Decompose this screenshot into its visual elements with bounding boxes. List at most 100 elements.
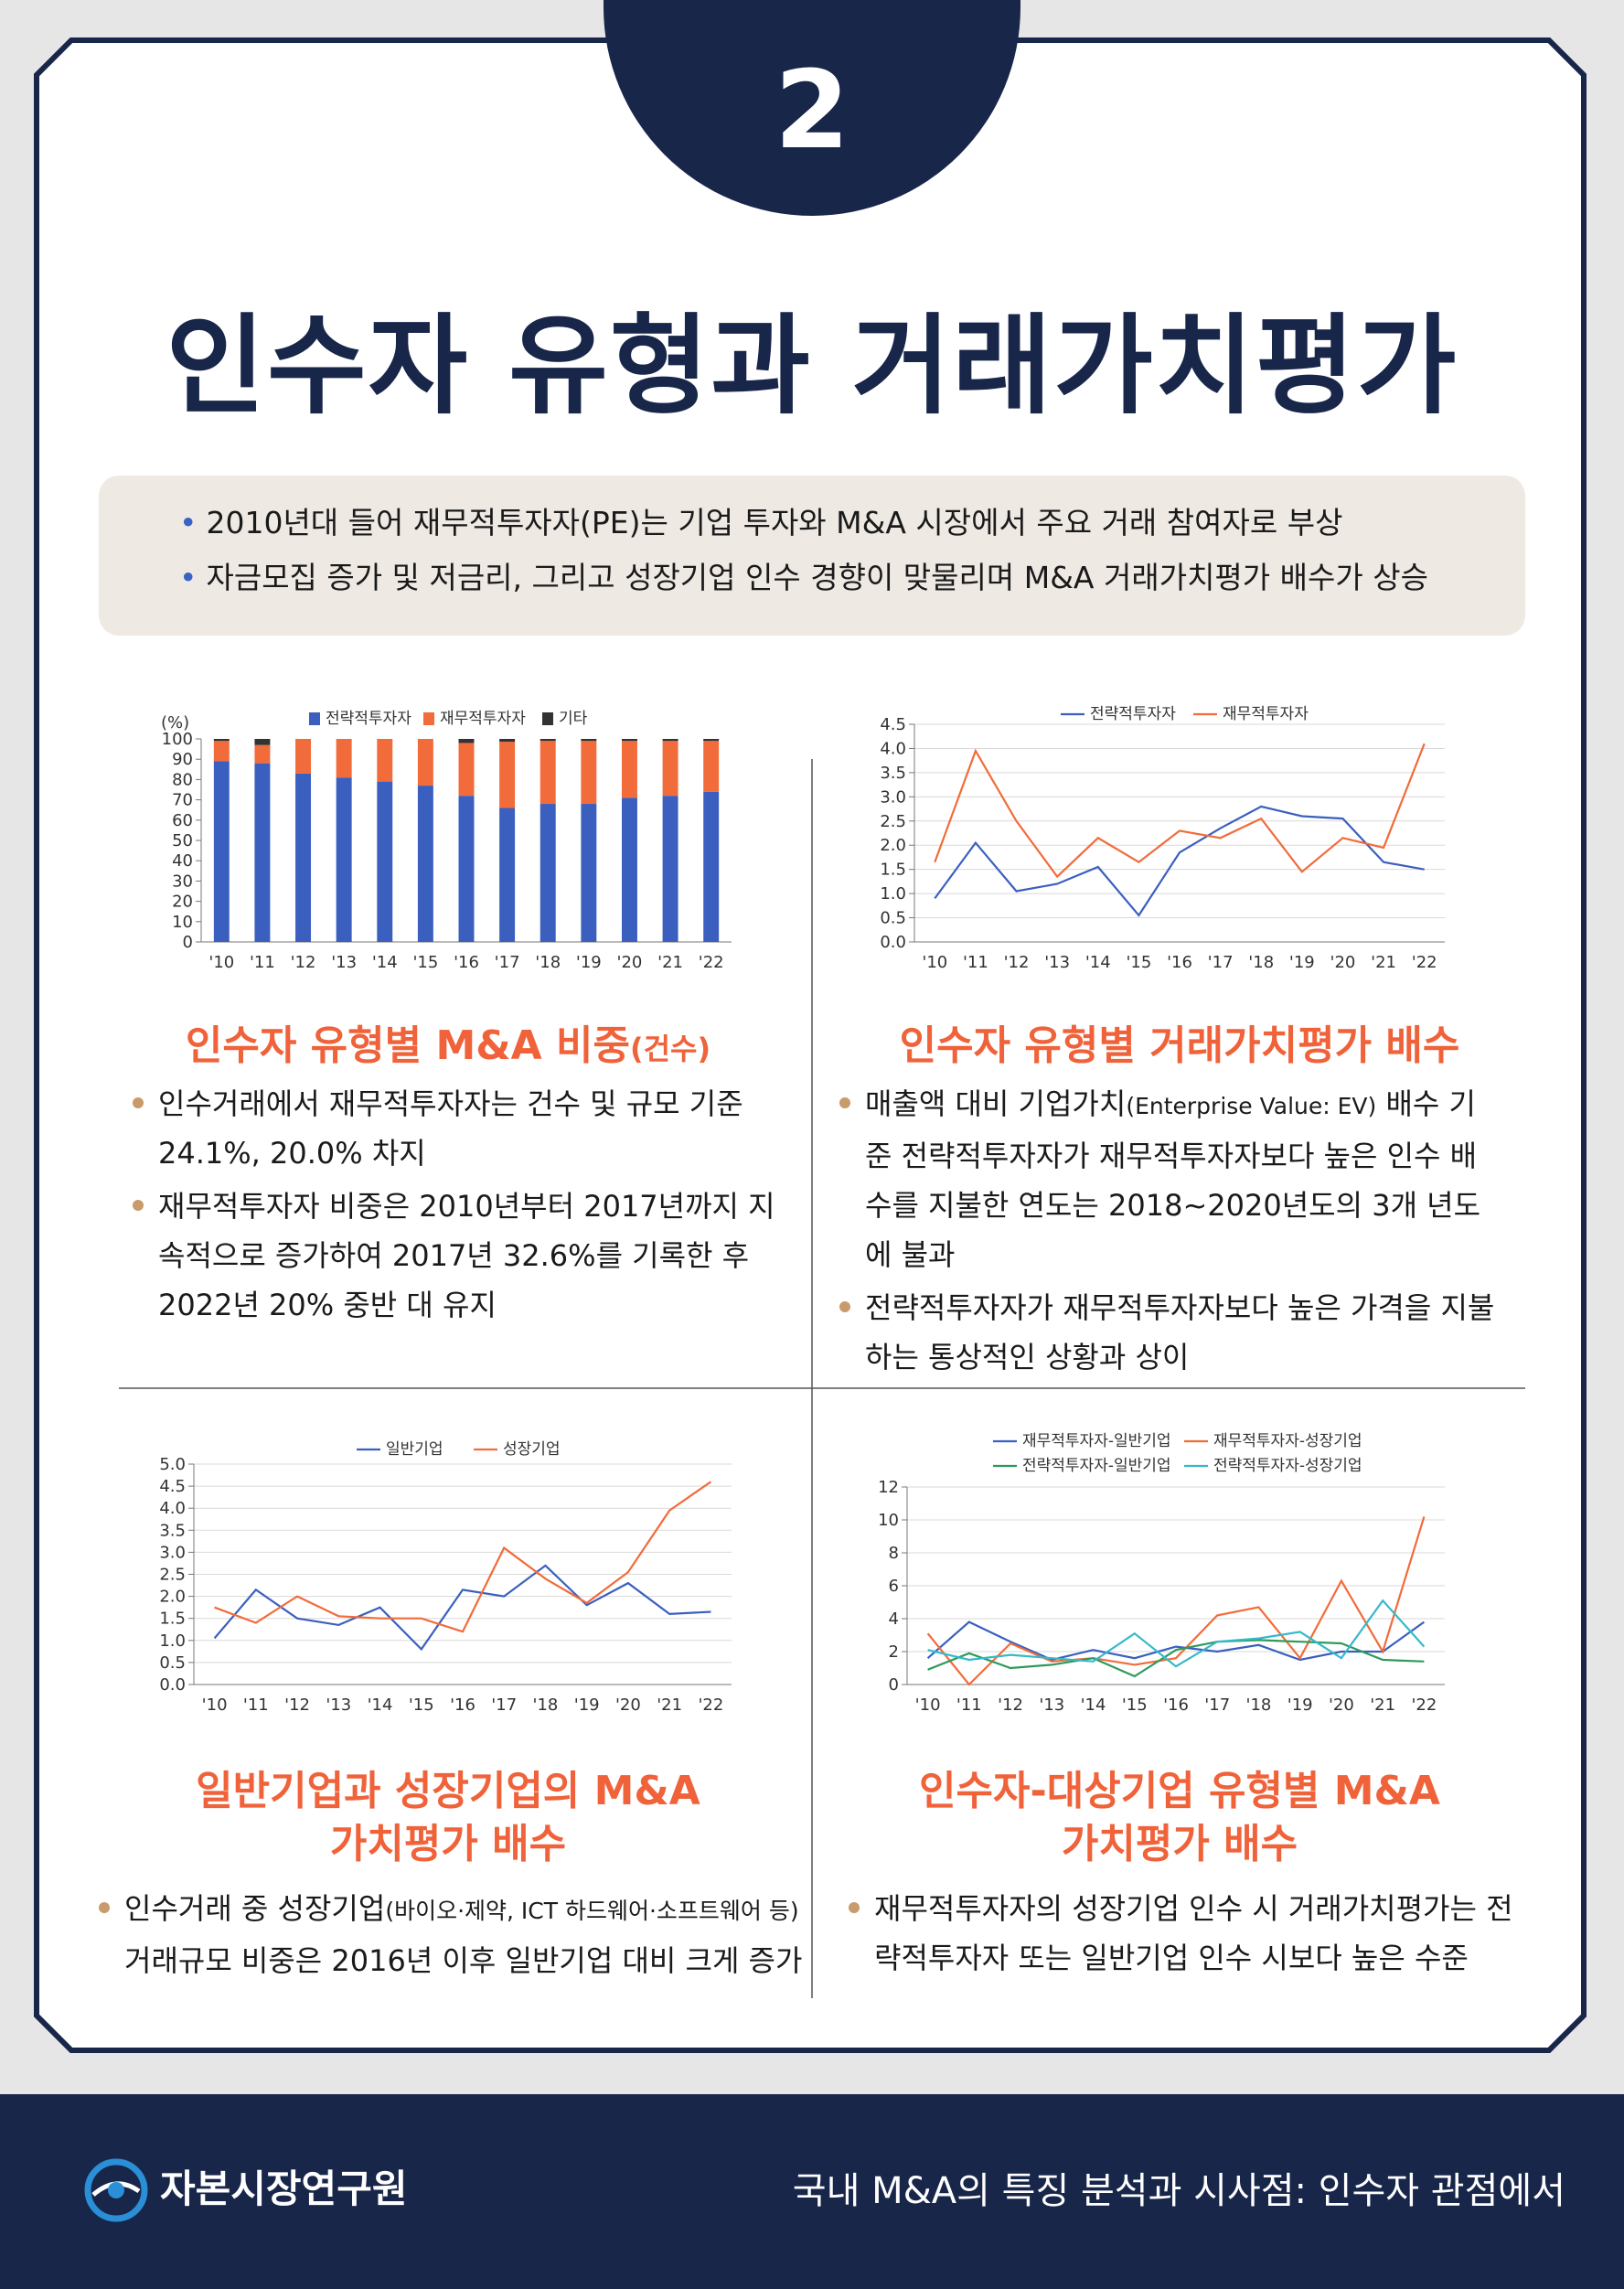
x-tick-label: '18 — [533, 1695, 559, 1715]
y-tick-label: 0 — [889, 1675, 899, 1695]
x-tick-label: '20 — [1329, 1695, 1354, 1715]
y-tick-label: 2.0 — [880, 836, 906, 855]
bar-segment — [336, 777, 352, 942]
y-tick-label: 0.5 — [880, 909, 906, 928]
x-tick-label: '16 — [454, 953, 479, 972]
y-tick-label: 60 — [172, 811, 193, 830]
x-tick-label: '16 — [1167, 953, 1192, 972]
x-tick-label: '19 — [576, 953, 602, 972]
bar-segment — [621, 741, 637, 798]
y-tick-label: 4.5 — [159, 1477, 186, 1496]
x-tick-label: '13 — [1044, 953, 1070, 972]
x-tick-label: '17 — [495, 953, 520, 972]
x-tick-label: '20 — [1330, 953, 1356, 972]
bar-segment — [295, 739, 312, 774]
x-tick-label: '18 — [1248, 953, 1274, 972]
series-line — [927, 1639, 1425, 1678]
y-tick-label: 2.5 — [159, 1566, 186, 1585]
y-tick-label: 0.0 — [159, 1675, 186, 1695]
y-tick-label: 30 — [172, 872, 193, 891]
bar-segment — [377, 739, 393, 782]
footer: 자본시장연구원 국내 M&A의 특징 분석과 시사점: 인수자 관점에서 — [0, 2094, 1624, 2289]
x-tick-label: '12 — [284, 1695, 310, 1715]
y-tick-label: 4.5 — [880, 715, 906, 734]
x-tick-label: '15 — [1122, 1695, 1148, 1715]
series-line — [926, 1620, 1426, 1662]
x-tick-label: '22 — [1412, 953, 1437, 972]
y-tick-label: 3.5 — [159, 1521, 186, 1540]
bar-segment — [499, 808, 516, 942]
legend-label: 재무적투자자 — [440, 710, 526, 728]
legend-swatch — [542, 712, 553, 725]
x-tick-label: '16 — [450, 1695, 475, 1715]
legend-label: 일반기업 — [386, 1440, 443, 1459]
x-tick-label: '14 — [1085, 953, 1111, 972]
x-tick-label: '12 — [291, 953, 316, 972]
y-tick-label: 1.0 — [880, 884, 906, 904]
x-tick-label: '20 — [615, 1695, 641, 1715]
y-tick-label: 4 — [889, 1610, 899, 1629]
legend-label: 성장기업 — [503, 1440, 561, 1459]
bar-segment — [703, 739, 720, 742]
bar-segment — [540, 739, 556, 742]
x-tick-label: '13 — [331, 953, 357, 972]
y-tick-label: 0.0 — [880, 933, 906, 952]
y-tick-label: 70 — [172, 791, 193, 810]
x-tick-label: '11 — [250, 953, 275, 972]
bar-segment — [499, 742, 516, 808]
bar-segment — [703, 791, 720, 942]
y-tick-label: 2 — [889, 1642, 899, 1662]
x-tick-label: '22 — [698, 1695, 723, 1715]
bar-segment — [540, 804, 556, 942]
x-tick-label: '16 — [1163, 1695, 1189, 1715]
series-line — [926, 1516, 1426, 1686]
y-tick-label: 12 — [878, 1478, 899, 1497]
x-tick-label: '19 — [1289, 953, 1315, 972]
bar-segment — [581, 804, 597, 942]
legend-swatch — [423, 712, 434, 725]
y-tick-label: 3.0 — [880, 787, 906, 807]
x-tick-label: '14 — [1081, 1695, 1106, 1715]
chart-acquirer-share: 0 10 20 30 40 50 60 70 80 90 100 '10 '11 '12 '13 '14 '15… — [146, 700, 750, 983]
page-title: 인수자 유형과 거래가치평가 — [166, 303, 1458, 429]
x-tick-label: '17 — [1208, 953, 1234, 972]
bar-segment — [458, 739, 475, 743]
y-tick-label: 90 — [172, 750, 193, 769]
kcmi-logo-icon — [84, 2158, 148, 2222]
bullets-tr: 매출액 대비 기업가치(Enterprise Value: EV) 배수 기준 … — [839, 1079, 1498, 1382]
bar-segment — [703, 741, 720, 792]
x-tick-label: '20 — [617, 953, 643, 972]
x-tick-label: '15 — [409, 1695, 434, 1715]
bar-segment — [662, 741, 678, 797]
x-tick-label: '15 — [1126, 953, 1151, 972]
legend-label: 재무적투자자-성장기업 — [1213, 1432, 1362, 1450]
bullets-bl: 인수거래 중 성장기업(바이오·제약, ICT 하드웨어·소프트웨어 등) 거래… — [99, 1884, 803, 1985]
legend-label: 재무적투자자-일반기업 — [1022, 1432, 1171, 1450]
y-tick-label: 2.0 — [159, 1588, 186, 1607]
x-tick-label: '14 — [368, 1695, 393, 1715]
bar-segment — [213, 761, 230, 942]
section-title-br: 인수자-대상기업 유형별 M&A 가치평가 배수 — [919, 1768, 1440, 1867]
y-tick-label: 10 — [878, 1511, 899, 1530]
bar-segment — [621, 797, 637, 942]
bar-segment — [662, 796, 678, 942]
legend-label: 전략적투자자-성장기업 — [1213, 1457, 1362, 1475]
bar-segment — [254, 739, 271, 745]
chart-acquirer-target-multiple: 0 2 4 6 8 10 12 '10 '11 '12 '13 '14 '15 '16 '17 '18 '19 '… — [860, 1427, 1463, 1719]
x-tick-label: '18 — [535, 953, 561, 972]
y-tick-label: 20 — [172, 893, 193, 912]
bar-segment — [213, 741, 230, 762]
y-tick-label: 8 — [889, 1544, 899, 1563]
y-tick-label: 40 — [172, 851, 193, 871]
footer-org-name: 자본시장연구원 — [160, 2166, 408, 2211]
bullet-icon: • — [179, 560, 198, 595]
y-tick-label: 1.5 — [159, 1610, 186, 1629]
legend-label: 재무적투자자 — [1223, 705, 1309, 723]
x-tick-label: '17 — [491, 1695, 517, 1715]
series-line — [927, 1599, 1426, 1668]
chart-acquirer-multiple: 0.0 0.5 1.0 1.5 2.0 2.5 3.0 3.5 4.0 4.5 '10 '11 '12 '… — [860, 700, 1463, 983]
bar-segment — [581, 739, 597, 742]
x-tick-label: '10 — [922, 953, 947, 972]
series-line — [214, 1481, 712, 1633]
summary-item: • 2010년대 들어 재무적투자자(PE)는 기업 투자와 M&A 시장에서 주… — [179, 505, 1343, 540]
